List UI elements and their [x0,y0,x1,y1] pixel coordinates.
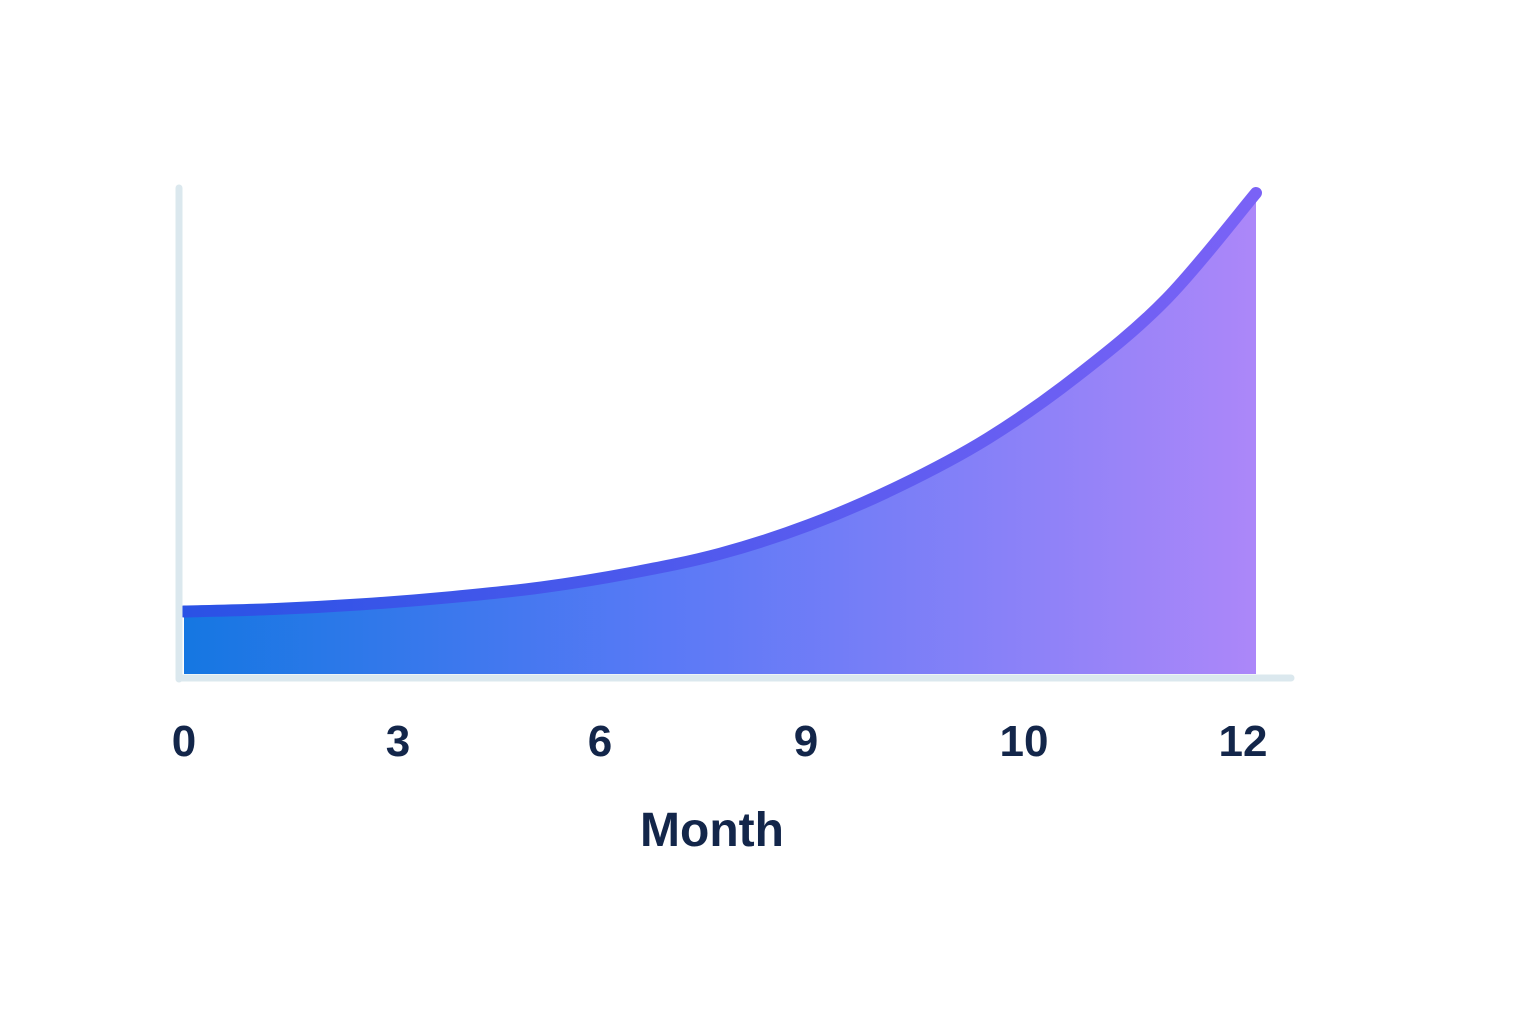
x-tick-label: 9 [794,717,818,766]
x-tick-label: 0 [172,717,196,766]
x-tick-label: 10 [1000,717,1049,766]
x-tick-label: 6 [588,717,612,766]
x-axis-title: Month [640,804,784,857]
series-area-fill [184,193,1256,674]
x-tick-label: 12 [1219,717,1268,766]
x-tick-label: 3 [386,717,410,766]
series-line [178,187,1262,618]
